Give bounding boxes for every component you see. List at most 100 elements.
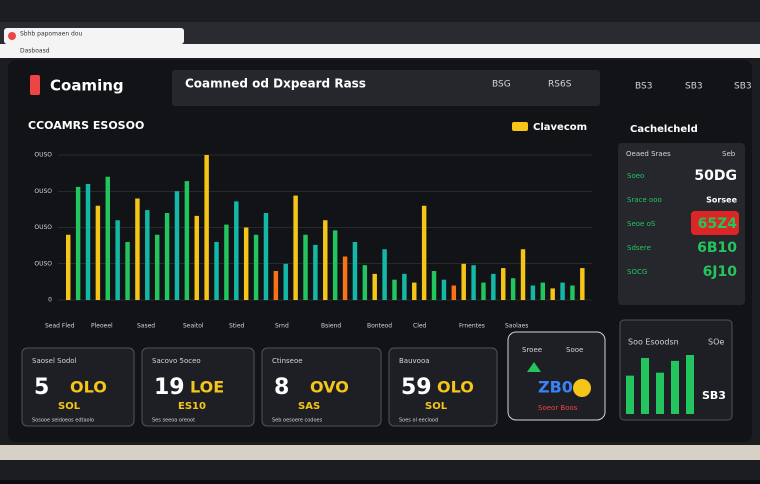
kpi-value: 59	[401, 375, 432, 400]
bar	[560, 282, 565, 300]
side-label: Soeo	[627, 172, 644, 180]
kpi-sub: SAS	[298, 401, 320, 412]
x-label: Saolaes	[505, 323, 528, 330]
bar	[164, 213, 170, 300]
trend-head: Sroee	[522, 346, 542, 354]
kpi-label: Saosel Sodol	[32, 357, 77, 365]
side-value: 6J10	[703, 264, 738, 280]
side-label: Srace ooo	[627, 196, 662, 204]
bar	[510, 278, 516, 300]
kpi-value: 19	[154, 375, 185, 400]
search-box[interactable]	[172, 70, 600, 106]
side-label: Seoe oS	[627, 220, 656, 228]
side-value: 65Z4	[698, 216, 738, 232]
side-value: Sorsee	[706, 196, 737, 205]
bar	[461, 263, 466, 300]
x-label: Sead Fled	[45, 323, 75, 330]
y-tick-label: OUSO	[34, 260, 52, 267]
bar	[382, 249, 387, 300]
bar	[253, 234, 259, 300]
bar	[243, 227, 249, 300]
x-label: Seaitol	[183, 323, 204, 330]
nav-item[interactable]: BSG	[492, 80, 511, 90]
side-title: Cachelcheld	[630, 124, 698, 135]
kpi-foot: Soes ol eeclood	[399, 418, 438, 424]
bar	[263, 213, 269, 300]
bar	[135, 198, 140, 300]
kpi-value: 8	[274, 375, 289, 400]
bar	[95, 205, 101, 300]
bar	[313, 244, 318, 300]
side-head: Oeaed Sraes	[626, 150, 671, 158]
x-label: Cled	[413, 323, 427, 330]
kpi-unit: OVO	[310, 378, 349, 397]
mini-bar	[641, 357, 649, 414]
trend-value: ZB0	[538, 378, 573, 397]
kpi-sub: SOL	[425, 401, 448, 412]
side-value: 50DG	[694, 168, 737, 184]
side-value: 6B10	[697, 240, 737, 256]
bar	[66, 234, 71, 300]
trend-card	[507, 331, 606, 421]
bar	[293, 195, 298, 300]
legend-swatch	[512, 122, 528, 131]
x-label: Srnd	[275, 323, 289, 330]
mini-chart	[626, 355, 694, 414]
kpi-foot: Ses seeoa oreoot	[152, 418, 195, 424]
kpi-card	[141, 347, 255, 427]
side-label: SOCG	[627, 268, 647, 276]
bar	[362, 265, 368, 300]
bar	[145, 210, 150, 300]
address: Dasboasd	[20, 48, 50, 55]
side-panel	[618, 143, 745, 305]
bar	[402, 273, 407, 300]
kpi-card	[261, 347, 382, 427]
taskbar	[0, 445, 760, 460]
logo	[30, 75, 40, 95]
nav-item[interactable]: BS3	[635, 82, 652, 92]
kpi-card	[388, 347, 498, 427]
bar	[224, 224, 229, 300]
bar	[184, 181, 190, 300]
y-tick-label: OUSO	[34, 152, 52, 159]
kpi-unit: OLO	[70, 378, 107, 397]
trend-head: Sooe	[566, 346, 583, 354]
bar	[283, 263, 288, 300]
tab-icon	[8, 32, 16, 40]
kpi-label: Bauvooa	[399, 357, 430, 365]
mini-title: Soo Esoodsn	[628, 338, 679, 347]
mini-tag: SOe	[708, 338, 724, 347]
bar	[501, 268, 506, 300]
y-tick-label: 0	[48, 297, 52, 304]
bar	[471, 265, 476, 300]
bar	[491, 273, 496, 300]
kpi-foot: Sosooe seldoeos edtaolo	[32, 418, 94, 424]
kpi-card	[21, 347, 135, 427]
browser-tab[interactable]	[4, 28, 184, 44]
nav-item[interactable]: SB3	[734, 82, 752, 92]
bar	[194, 215, 199, 300]
bar	[550, 288, 555, 300]
x-label: Frnentes	[459, 323, 485, 330]
bar	[392, 279, 397, 300]
bar	[481, 282, 486, 300]
side-head: Seb	[722, 150, 736, 158]
bar	[570, 285, 575, 300]
bar	[441, 279, 447, 300]
bar	[530, 285, 536, 300]
nav-item[interactable]: SB3	[685, 82, 703, 92]
bar	[372, 273, 377, 300]
side-badge	[691, 211, 739, 235]
up-arrow	[527, 362, 541, 372]
bar	[342, 256, 348, 300]
kpi-cards: Saosel Sodol 5 OLO SOL Sosooe seldoeos edtao…	[21, 347, 498, 427]
bar	[540, 282, 546, 300]
bar	[214, 242, 219, 300]
bar	[75, 186, 81, 300]
side-label: Sdsere	[627, 244, 651, 252]
mini-bar	[671, 360, 679, 414]
nav-item[interactable]: RS6S	[548, 80, 572, 90]
address-bar[interactable]	[0, 44, 760, 58]
x-label: Pleoeel	[91, 323, 113, 330]
